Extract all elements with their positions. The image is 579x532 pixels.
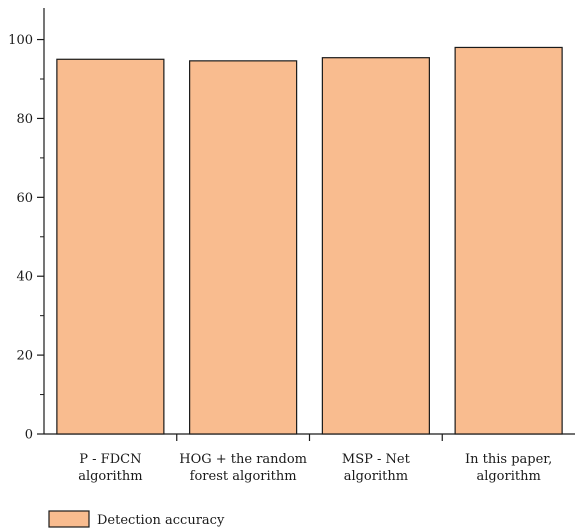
legend-label: Detection accuracy <box>97 513 225 528</box>
legend-swatch <box>48 510 90 528</box>
y-tick-label: 100 <box>8 33 33 48</box>
x-tick-label: P - FDCN algorithm <box>78 452 142 484</box>
bars <box>56 46 563 435</box>
x-tick-label: MSP - Net algorithm <box>342 452 411 484</box>
y-axis-ticks: 0 20 40 60 80 100 <box>8 33 44 443</box>
bar-0 <box>56 58 165 435</box>
x-tick-label: HOG + the random forest algorithm <box>179 452 307 484</box>
x-tick-label: In this paper, algorithm <box>465 452 552 484</box>
bar-3 <box>454 46 563 435</box>
bar-1 <box>189 60 298 435</box>
bar-2 <box>321 57 430 435</box>
legend: Detection accuracy <box>48 510 225 528</box>
y-tick-label: 40 <box>16 270 33 285</box>
y-tick-label: 20 <box>16 349 33 364</box>
y-tick-label: 60 <box>16 191 33 206</box>
y-tick-label: 0 <box>25 428 33 443</box>
y-tick-label: 80 <box>16 112 33 127</box>
x-axis-ticks: P - FDCN algorithm HOG + the random forest … <box>78 434 552 484</box>
